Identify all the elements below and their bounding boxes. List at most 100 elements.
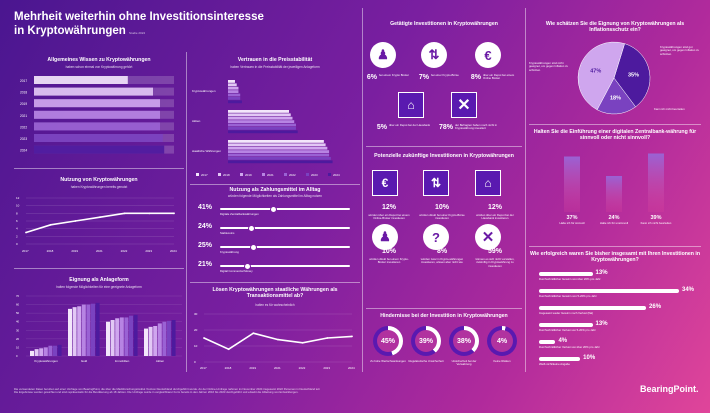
bar (34, 110, 160, 119)
tick-label: 2017 (22, 249, 29, 253)
bar (34, 145, 165, 154)
potenziell-desc-4: würden direkt bei einem Krypto-Broker in… (369, 257, 409, 265)
bar-value: 24% (608, 215, 619, 221)
hindernis-item: 38% Unsicherheit bei der Verwahrung (446, 324, 482, 374)
bar (153, 326, 158, 356)
year-label: 2018 (20, 91, 27, 95)
broker-person-icon: ♟ (370, 42, 396, 68)
legend-label: 2022 (289, 173, 296, 177)
tick-label: 2021 (96, 249, 103, 253)
tick-label: 10 (16, 204, 20, 208)
tick-label: 20 (16, 337, 20, 341)
year-label: 2023 (20, 137, 27, 141)
divider (362, 8, 363, 372)
pie-slice (596, 77, 636, 115)
erfolg-bar (539, 306, 647, 310)
bar (39, 348, 44, 356)
bar (133, 314, 138, 356)
bar (148, 326, 153, 356)
slider-knob (249, 243, 257, 251)
data-point (301, 341, 304, 344)
getaetigt-desc-1: bei einem Krypto Broker (379, 73, 410, 77)
legend-swatch (328, 173, 331, 176)
hindernis-pct: 45% (380, 337, 395, 345)
exchange-monitor-icon: ⇅ (421, 42, 447, 68)
legend-swatch (262, 173, 265, 176)
slice-label: 47% (590, 68, 601, 74)
bar (228, 160, 333, 164)
bar (228, 93, 241, 97)
potenziell-desc-1: würden über ein Depot bei einem Online-B… (368, 213, 410, 221)
erfolg-item: 34% Durchschnittlicher Gewinn von 5-20% … (539, 287, 704, 303)
bar (34, 87, 153, 96)
legend-swatch (218, 173, 221, 176)
data-point (25, 231, 27, 234)
erfolg-list: 13% Durchschnittlicher Gewinn von über 2… (539, 270, 704, 374)
year-label: 2021 (20, 114, 27, 118)
year-label: 2024 (20, 149, 27, 153)
zahlung-label: Kryptowährung (220, 250, 239, 254)
bar (228, 143, 326, 147)
vertrauen-subtitle: haben Vertrauen in die Preisstabilität d… (230, 65, 320, 69)
broker-person-icon: ♟ (372, 224, 398, 250)
year-label: 2017 (20, 79, 27, 83)
bar (228, 100, 242, 104)
exchange-monitor-icon: ⇅ (423, 170, 449, 196)
bar (228, 146, 328, 150)
legend-label: 2018 (223, 173, 230, 177)
tick-label: 2017 (200, 366, 207, 370)
hindernis-label: Keine Risiken (493, 359, 511, 363)
tick-label: 2023 (145, 249, 152, 253)
slider-track (220, 243, 350, 251)
bar (228, 123, 296, 127)
wissen-chart: 2017 2018 2019 2021 2022 2023 2024 (20, 74, 180, 160)
cross-icon: ✕ (451, 92, 477, 118)
hindernis-title: Hindernisse bei der Investition in Krypt… (380, 313, 508, 319)
erfolg-label: Insgesamt weder Gewinn noch Verlust (fla… (539, 311, 594, 315)
bar (30, 350, 34, 356)
slider-knob (248, 224, 256, 232)
divider (190, 184, 360, 185)
erfolg-pct: 10% (583, 355, 596, 361)
bar (115, 318, 120, 356)
erfolg-pct: 34% (682, 287, 695, 293)
data-point (148, 212, 151, 215)
potenziell-pct-6: 59% (487, 248, 502, 255)
loesen-subtitle: halten es für wahrscheinlich (255, 303, 295, 307)
category-label: Aktien (192, 119, 201, 123)
getaetigt-desc-2: bei einer Krypto-Börse (431, 73, 459, 77)
tick-label: 70 (16, 294, 20, 298)
tick-label: 12 (16, 196, 20, 200)
getaetigt-pct-4: 5% (376, 124, 387, 131)
erfolg-bar (539, 289, 679, 293)
zahlung-item: 25% Kryptowährung (198, 242, 358, 260)
data-point (49, 223, 52, 226)
bar (129, 315, 133, 356)
bar (34, 122, 160, 131)
bar-value: 39% (650, 215, 661, 221)
slider-track (220, 262, 350, 270)
hindernis-item: 4% Keine Risiken (484, 324, 520, 374)
zentralbank-chart: 37% Halte ich für sinnvoll 24% Halte ich fü… (550, 140, 690, 232)
data-point (123, 212, 126, 215)
zahlung-label: Digital Commercial Money (220, 269, 253, 273)
tick-label: 2022 (121, 249, 128, 253)
hindernis-label: Zu hohe Wertschwankungen (370, 359, 406, 363)
erfolg-pct: 13% (595, 321, 608, 327)
potenziell-pct-3: 12% (487, 204, 502, 211)
wissen-title: Allgemeines Wissen zu Kryptowährungen (47, 57, 151, 63)
inflation-label-right: Kryptowährungen sind gut geeignet, um ge… (660, 45, 700, 56)
tick-label: 2 (16, 234, 18, 238)
bank-icon: ⌂ (398, 92, 424, 118)
getaetigt-title: Getätigte Investitionen in Kryptowährung… (390, 21, 498, 27)
bar (167, 320, 171, 356)
vertrauen-title: Vertrauen in die Preisstabilität (237, 57, 313, 63)
zahlung-item: 21% Digital Commercial Money (198, 261, 358, 279)
divider (366, 308, 522, 309)
tick-label: 2018 (225, 366, 232, 370)
hindernis-label: Regulatorische Unsicherheit (408, 359, 444, 363)
inflation-label-left: Kryptowährungen sind nicht geeignet, um … (529, 61, 569, 72)
tick-label: 8 (16, 211, 18, 215)
bar (228, 86, 239, 90)
potenziell-pct-1: 12% (381, 204, 396, 211)
